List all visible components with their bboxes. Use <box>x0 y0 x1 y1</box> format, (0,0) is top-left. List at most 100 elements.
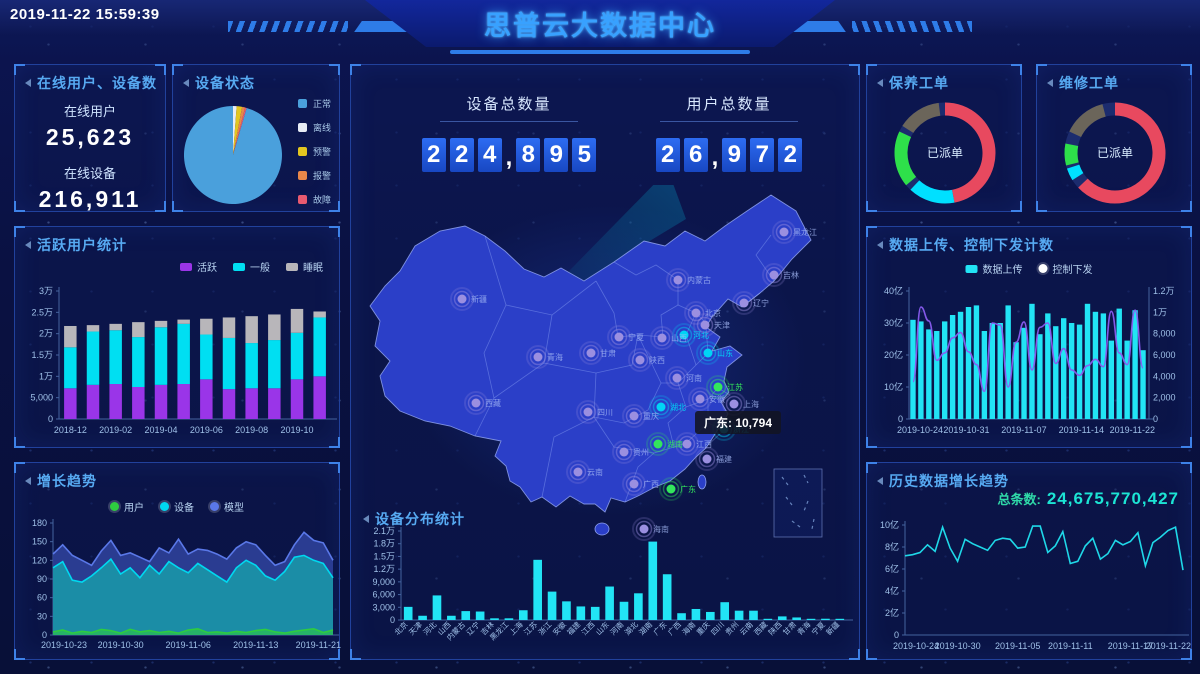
header-stripes-right-icon <box>852 21 972 32</box>
map-marker-河北[interactable]: 河北 <box>672 323 709 347</box>
legend-item[interactable]: 离线 <box>297 121 331 134</box>
map-marker-辽宁[interactable]: 辽宁 <box>732 291 769 315</box>
svg-text:新疆: 新疆 <box>824 619 842 637</box>
panel-online-title: 在线用户、设备数 <box>25 73 157 93</box>
china-map[interactable]: 黑龙江吉林辽宁内蒙古北京天津河北山西山东河南江苏安徽上海湖北浙江江西湖南福建广东… <box>356 185 856 547</box>
svg-text:60: 60 <box>37 593 47 603</box>
digit-box: 2 <box>655 138 680 172</box>
svg-text:2019-11-07: 2019-11-07 <box>1001 425 1046 435</box>
device-dist-bar-chart[interactable]: 03,0006,0009,0001.2万1.5万1.8万2.1万北京天津河北山西… <box>355 525 857 659</box>
panel-upload-counts: 数据上传、控制下发计数 数据上传 控制下发 0 10亿 20亿 30亿 40亿 0 2,000… <box>866 226 1192 448</box>
legend-item[interactable]: 预警 <box>297 145 331 158</box>
svg-text:2019-10-30: 2019-10-30 <box>935 641 981 651</box>
active-users-bar-chart[interactable]: 0 5,000 1万 1.5万 2万 2.5万 3万 2018-12 2019-02 2019-0… <box>15 279 341 447</box>
map-marker-广西[interactable]: 广西 <box>622 472 659 496</box>
map-marker-广东[interactable]: 广东 <box>659 477 696 501</box>
svg-text:湖北: 湖北 <box>623 620 640 637</box>
svg-text:江苏: 江苏 <box>727 382 743 392</box>
svg-text:2018-12: 2018-12 <box>54 425 87 435</box>
map-marker-山东[interactable]: 山东 <box>696 341 733 365</box>
map-marker-重庆[interactable]: 重庆 <box>622 404 659 428</box>
legend-item[interactable]: 一般 <box>233 259 270 274</box>
legend-label: 设备 <box>174 503 194 514</box>
growth-area-chart[interactable]: 0 30 60 90 120 150 180 2019-10-23 2019-10-30 2019… <box>15 517 341 657</box>
legend-item[interactable]: 用户 <box>110 499 144 514</box>
svg-text:1.5万: 1.5万 <box>373 551 395 561</box>
map-marker-湖南[interactable]: 湖南 <box>646 432 683 456</box>
legend-item[interactable]: 模型 <box>210 499 244 514</box>
map-marker-海南[interactable]: 海南 <box>632 517 669 541</box>
panel-arrow-icon <box>1047 79 1053 87</box>
map-marker-陕西[interactable]: 陕西 <box>628 348 665 372</box>
legend-item[interactable]: 正常 <box>297 97 331 110</box>
map-marker-山西[interactable]: 山西 <box>650 326 687 350</box>
map-marker-青海[interactable]: 青海 <box>526 345 563 369</box>
legend-swatch-icon <box>1038 264 1048 273</box>
map-marker-甘肃[interactable]: 甘肃 <box>579 341 616 365</box>
digit-box: 8 <box>516 138 541 172</box>
history-total-value: 24,675,770,427 <box>1046 489 1179 508</box>
legend-label: 一般 <box>250 263 270 274</box>
map-marker-江西[interactable]: 江西 <box>675 432 712 456</box>
growth-legend: 用户 设备 模型 <box>110 499 244 514</box>
svg-text:2019-08: 2019-08 <box>235 425 268 435</box>
map-marker-四川[interactable]: 四川 <box>576 400 613 424</box>
map-marker-江苏[interactable]: 江苏 <box>706 375 743 399</box>
legend-item[interactable]: 设备 <box>160 499 194 514</box>
panel-active-users: 活跃用户统计 活跃 一般 睡眠 0 5,000 1万 1.5万 2万 2.5万 3万 2018-1… <box>14 226 340 448</box>
svg-text:甘肃: 甘肃 <box>780 619 798 637</box>
legend-item[interactable]: 控制下发 <box>1038 261 1093 276</box>
legend-swatch-icon <box>160 502 169 511</box>
svg-text:新疆: 新疆 <box>471 294 487 304</box>
svg-text:3万: 3万 <box>39 286 53 296</box>
svg-text:9,000: 9,000 <box>372 577 395 587</box>
panel-arrow-icon <box>25 79 31 87</box>
map-marker-贵州[interactable]: 贵州 <box>612 440 649 464</box>
map-marker-内蒙古[interactable]: 内蒙古 <box>666 268 711 292</box>
svg-text:2019-10-23: 2019-10-23 <box>41 640 87 650</box>
svg-text:0: 0 <box>898 414 903 424</box>
legend-item[interactable]: 活跃 <box>180 259 217 274</box>
legend-item[interactable]: 故障 <box>297 193 331 206</box>
map-marker-安徽[interactable]: 安徽 <box>688 387 725 411</box>
svg-text:江西: 江西 <box>696 440 712 449</box>
map-marker-北京[interactable]: 北京 <box>684 301 721 325</box>
legend-label: 数据上传 <box>982 265 1023 276</box>
map-marker-西藏[interactable]: 西藏 <box>464 391 501 415</box>
map-marker-云南[interactable]: 云南 <box>566 460 603 484</box>
legend-label: 模型 <box>224 503 244 514</box>
svg-text:河北: 河北 <box>421 620 438 637</box>
panel-arrow-icon <box>25 241 31 249</box>
map-marker-天津[interactable]: 天津 <box>693 313 730 337</box>
legend-item[interactable]: 报警 <box>297 169 331 182</box>
maintenance-donut-chart[interactable]: 已派单 <box>875 91 1015 211</box>
map-marker-河南[interactable]: 河南 <box>665 366 702 390</box>
history-total-block: 总条数: 24,675,770,427 <box>997 489 1179 509</box>
panel-repair-orders: 维修工单 已派单 <box>1036 64 1192 212</box>
map-marker-福建[interactable]: 福建 <box>695 447 732 471</box>
digit-box: 5 <box>572 138 597 172</box>
panel-history-title: 历史数据增长趋势 <box>877 471 1009 491</box>
svg-text:河北: 河北 <box>693 330 709 340</box>
map-marker-黑龙江[interactable]: 黑龙江 <box>772 220 817 244</box>
map-marker-吉林[interactable]: 吉林 <box>762 263 799 287</box>
legend-item[interactable]: 睡眠 <box>286 259 323 274</box>
svg-text:1.5万: 1.5万 <box>31 350 53 360</box>
map-marker-湖北[interactable]: 湖北 <box>649 395 686 419</box>
svg-text:2万: 2万 <box>39 329 53 339</box>
device-status-pie-chart[interactable] <box>177 97 289 209</box>
repair-donut-chart[interactable]: 已派单 <box>1045 91 1185 211</box>
digit-box: 9 <box>722 138 747 172</box>
upload-dual-axis-chart[interactable]: 0 10亿 20亿 30亿 40亿 0 2,000 4,000 6,000 8,000 1万 1.2万… <box>867 279 1193 447</box>
legend-item[interactable]: 数据上传 <box>965 261 1023 276</box>
svg-text:西藏: 西藏 <box>485 398 501 408</box>
svg-text:2019-10-31: 2019-10-31 <box>943 425 989 435</box>
map-marker-宁夏[interactable]: 宁夏 <box>607 325 644 349</box>
map-marker-新疆[interactable]: 新疆 <box>450 287 487 311</box>
svg-text:180: 180 <box>32 518 47 528</box>
panel-device-status-title: 设备状态 <box>183 73 255 93</box>
